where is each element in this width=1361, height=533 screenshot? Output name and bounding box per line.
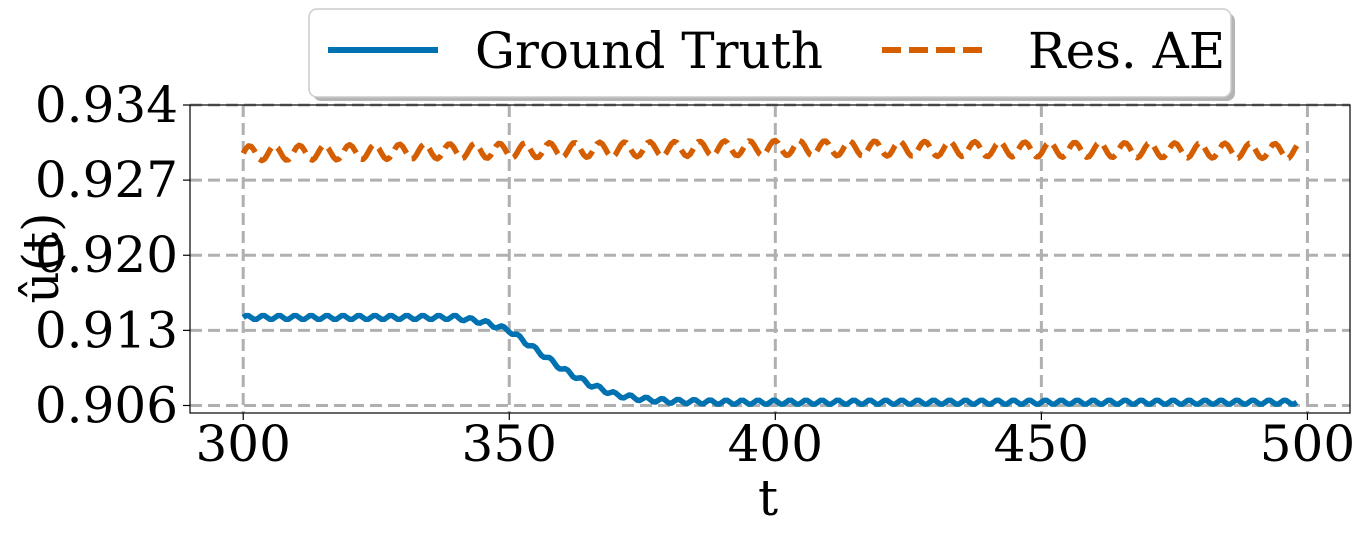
- y-axis-label: û(t): [12, 212, 70, 303]
- x-tick-label: 400: [728, 415, 823, 473]
- x-tick-label: 300: [195, 415, 290, 473]
- series-line-0: [241, 312, 1299, 407]
- x-axis-label: t: [758, 469, 778, 527]
- legend-label-ground-truth: Ground Truth: [475, 22, 823, 80]
- y-tick-label: 0.920: [35, 226, 178, 284]
- plot-frame: [189, 104, 1351, 414]
- legend-box: [308, 8, 1232, 98]
- grid-lines: [190, 103, 1350, 413]
- legend-label-res-ae: Res. AE: [1028, 22, 1225, 80]
- x-tick-label: 450: [994, 415, 1089, 473]
- y-tick-label: 0.913: [35, 301, 178, 359]
- y-axis-ticks: 0.906 0.913 0.920 0.927 0.934: [35, 76, 190, 434]
- series-line-1: [240, 137, 1300, 164]
- series-lines: [240, 137, 1300, 407]
- x-tick-label: 500: [1260, 415, 1355, 473]
- x-tick-label: 350: [462, 415, 557, 473]
- y-tick-label: 0.934: [35, 76, 178, 134]
- y-tick-label: 0.906: [35, 376, 178, 434]
- x-axis-ticks: 300 350 400 450 500: [195, 413, 1355, 473]
- legend: Ground Truth Res. AE: [308, 8, 1235, 101]
- y-tick-label: 0.927: [35, 151, 178, 209]
